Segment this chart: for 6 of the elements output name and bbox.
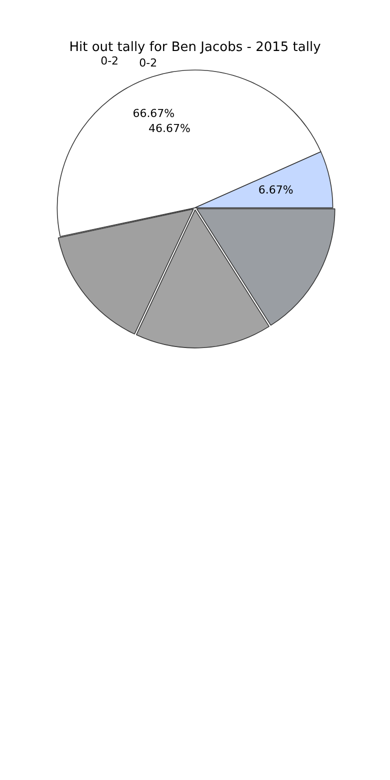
slice-label: 0-2 — [139, 56, 158, 70]
chart-title: Hit out tally for Ben Jacobs - 2015 tally — [69, 40, 322, 56]
text: 0-2 — [100, 54, 119, 68]
data-label: 6.67% — [258, 183, 294, 196]
data-label: 46.67% — [148, 122, 190, 136]
text: 66.67% — [132, 106, 175, 120]
